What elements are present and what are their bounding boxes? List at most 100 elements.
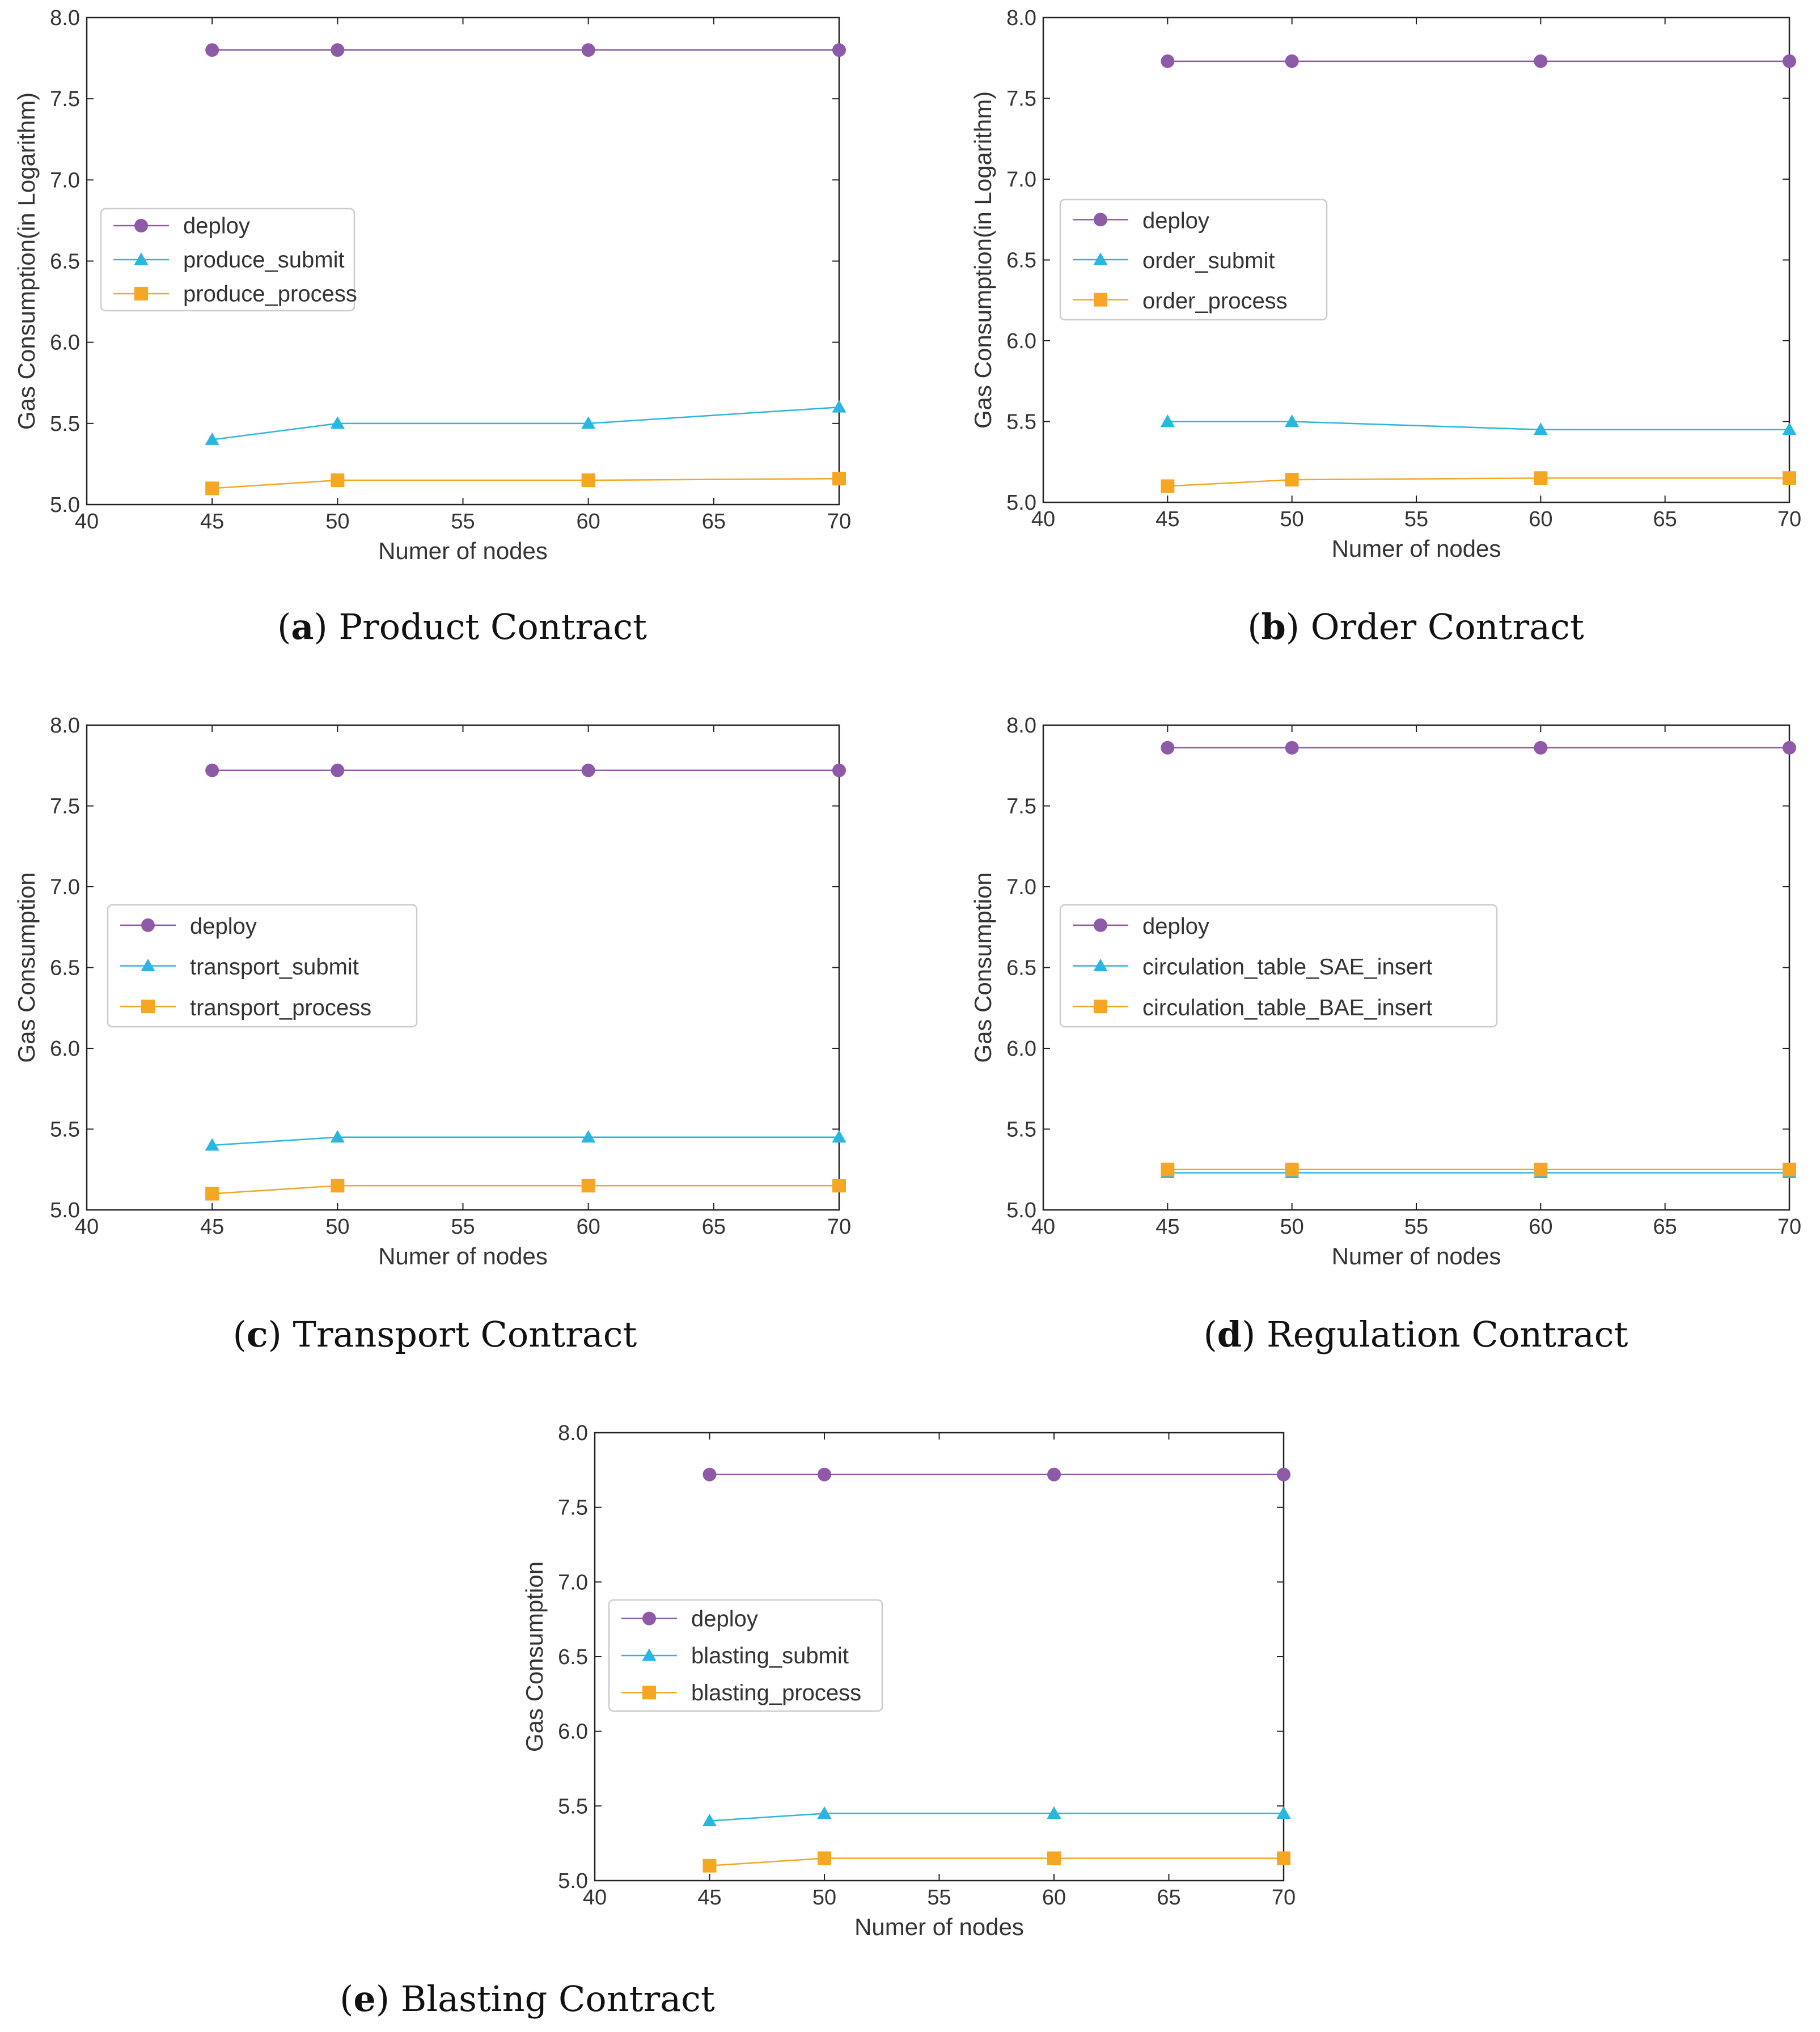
series-produce_process (205, 472, 846, 496)
data-point (1277, 1467, 1290, 1481)
y-tick-label: 8.0 (50, 714, 80, 738)
caption-title: Order Contract (1311, 606, 1584, 647)
data-point (1533, 422, 1548, 435)
data-point (1285, 54, 1299, 68)
chart-caption: (e) Blasting Contract (340, 1978, 715, 2020)
x-tick-label: 60 (1042, 1886, 1066, 1910)
y-tick-label: 6.0 (558, 1720, 588, 1744)
legend-marker (642, 1686, 656, 1700)
y-tick-label: 8.0 (1006, 6, 1036, 30)
series-deploy (205, 763, 846, 777)
x-tick-label: 50 (325, 1215, 349, 1239)
data-point (832, 472, 846, 486)
legend-label: order_process (1142, 289, 1288, 314)
x-tick-label: 55 (451, 1215, 475, 1239)
legend: deploy circulation_table_SAE_insertcircul… (1059, 904, 1498, 1028)
series-line (212, 477, 840, 489)
series-order_process (1161, 471, 1796, 493)
y-tick-label: 6.5 (1006, 956, 1036, 980)
data-point (205, 432, 219, 445)
series-deploy (205, 43, 846, 57)
data-point (581, 43, 595, 57)
legend-box (608, 1599, 883, 1712)
y-axis-label: Gas Consumption (970, 872, 996, 1062)
caption-title: Blasting Contract (401, 1978, 715, 2020)
data-point (702, 1859, 717, 1873)
caption-paren: ) (1286, 606, 1311, 647)
y-tick-label: 5.5 (558, 1794, 588, 1818)
legend-label: transport_submit (190, 955, 359, 980)
series-blasting_submit (702, 1806, 1291, 1827)
legend-label: blasting_submit (691, 1644, 849, 1669)
data-point (1161, 479, 1175, 493)
data-point (1534, 54, 1548, 68)
legend-label: order_submit (1142, 248, 1275, 273)
data-point (702, 1814, 717, 1827)
legend-label: deploy (190, 914, 257, 939)
x-tick-label: 65 (1653, 1215, 1677, 1239)
legend-marker (1094, 293, 1107, 307)
y-tick-label: 6.5 (50, 250, 80, 274)
series-blasting_process (702, 1851, 1290, 1873)
data-point (1783, 471, 1796, 485)
series-line (709, 1857, 1284, 1866)
data-point (581, 416, 596, 429)
series-circulation_table_SAE_insert (1160, 1165, 1797, 1178)
data-point (817, 1806, 832, 1819)
x-tick-label: 65 (1157, 1886, 1180, 1910)
legend-label: deploy (183, 214, 250, 239)
data-point (205, 763, 219, 777)
x-tick-label: 55 (927, 1886, 951, 1910)
x-tick-label: 70 (1272, 1886, 1296, 1910)
y-axis-label: Gas Consumption (521, 1561, 548, 1752)
data-point (832, 400, 846, 413)
x-tick-label: 65 (702, 1215, 726, 1239)
x-tick-label: 65 (702, 510, 726, 534)
y-tick-label: 5.0 (1006, 491, 1036, 515)
data-point (205, 1138, 219, 1151)
x-tick-label: 45 (200, 1215, 224, 1239)
caption-title: Regulation Contract (1267, 1314, 1628, 1355)
x-tick-label: 50 (325, 510, 349, 534)
x-tick-label: 55 (1404, 1215, 1428, 1239)
x-tick-label: 50 (812, 1886, 836, 1910)
y-tick-label: 8.0 (50, 6, 80, 30)
x-axis-label: Numer of nodes (1332, 535, 1501, 562)
y-axis-label: Gas Consumption (13, 872, 40, 1062)
data-point (331, 763, 345, 777)
chart-b: 40 45 50 55 60 65 70 5.0 5.5 6.0 6.5 7.0 7.5 8.0 Numer… (970, 6, 1801, 647)
data-point (1047, 1806, 1061, 1819)
y-tick-label: 6.5 (558, 1645, 588, 1669)
legend-label: produce_process (183, 282, 357, 307)
caption-paren: ( (340, 1978, 353, 2020)
x-tick-label: 45 (1156, 507, 1179, 531)
x-tick-label: 40 (1031, 1215, 1055, 1239)
y-tick-label: 7.0 (50, 168, 80, 192)
x-tick-label: 55 (1404, 507, 1428, 531)
y-tick-label: 7.5 (50, 87, 80, 111)
x-tick-label: 70 (827, 510, 851, 534)
legend-box (100, 208, 355, 312)
y-tick-label: 7.0 (1006, 875, 1036, 899)
data-point (330, 416, 345, 429)
x-tick-label: 50 (1280, 1215, 1304, 1239)
series-line (212, 1136, 839, 1146)
data-point (1783, 54, 1796, 68)
legend-marker (1093, 958, 1108, 971)
y-tick-label: 6.0 (50, 1037, 80, 1061)
legend: deploy transport_submit transport_process (107, 904, 418, 1028)
data-point (832, 763, 846, 777)
y-tick-label: 7.0 (1006, 168, 1036, 192)
legend-marker (134, 219, 148, 232)
caption-paren: ) (314, 606, 338, 647)
series-circulation_table_BAE_insert (1161, 1162, 1796, 1176)
chart-caption: (d) Regulation Contract (1204, 1314, 1628, 1355)
x-tick-label: 40 (75, 1215, 99, 1239)
chart-caption: (c) Transport Contract (233, 1314, 637, 1355)
legend-marker (1094, 918, 1107, 932)
data-point (581, 1179, 595, 1193)
legend-marker (642, 1648, 657, 1661)
legend-label: circulation_table_BAE_insert (1142, 995, 1432, 1020)
y-tick-label: 6.0 (1006, 329, 1036, 353)
chart-a: 40 45 50 55 60 65 70 5.0 5.5 6.0 6.5 7.0 7.5 8.0 Numer… (13, 6, 851, 647)
